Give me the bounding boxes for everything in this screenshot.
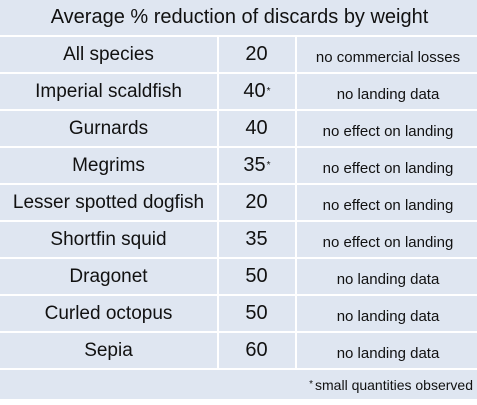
value-text: 50 <box>245 265 268 287</box>
value-cell: 20 <box>219 37 295 72</box>
value-cell: 50 <box>219 259 295 294</box>
species-cell: Shortfin squid <box>0 222 217 257</box>
effect-cell: no landing data <box>297 74 477 109</box>
value-cell: 60 <box>219 333 295 368</box>
value-cell: 50 <box>219 296 295 331</box>
value-text: 35 <box>245 228 268 250</box>
species-cell: Curled octopus <box>0 296 217 331</box>
species-cell: Imperial scaldfish <box>0 74 217 109</box>
footnote-text: small quantities observed <box>315 376 473 393</box>
effect-cell: no effect on landing <box>297 111 477 146</box>
effect-cell: no landing data <box>297 333 477 368</box>
value-text: 40 <box>245 117 268 139</box>
effect-cell: no commercial losses <box>297 37 477 72</box>
effect-cell: no landing data <box>297 259 477 294</box>
species-cell: Megrims <box>0 148 217 183</box>
value-cell: 35 * <box>219 148 295 183</box>
species-cell: All species <box>0 37 217 72</box>
effect-cell: no effect on landing <box>297 222 477 257</box>
value-cell: 40 <box>219 111 295 146</box>
species-cell: Gurnards <box>0 111 217 146</box>
value-text: 20 <box>245 191 268 213</box>
value-cell: 20 <box>219 185 295 220</box>
species-cell: Lesser spotted dogfish <box>0 185 217 220</box>
effect-cell: no effect on landing <box>297 185 477 220</box>
value-text: 50 <box>245 302 268 324</box>
value-cell: 35 <box>219 222 295 257</box>
value-text: 60 <box>245 339 268 361</box>
value-cell: 40 * <box>219 74 295 109</box>
value-text: 20 <box>245 43 268 65</box>
effect-cell: no effect on landing <box>297 148 477 183</box>
species-cell: Dragonet <box>0 259 217 294</box>
species-cell: Sepia <box>0 333 217 368</box>
value-text: 35 <box>243 154 266 176</box>
table-footnote: * small quantities observed <box>0 370 477 399</box>
effect-cell: no landing data <box>297 296 477 331</box>
value-text: 40 <box>243 80 266 102</box>
table-title: Average % reduction of discards by weigh… <box>0 0 477 35</box>
